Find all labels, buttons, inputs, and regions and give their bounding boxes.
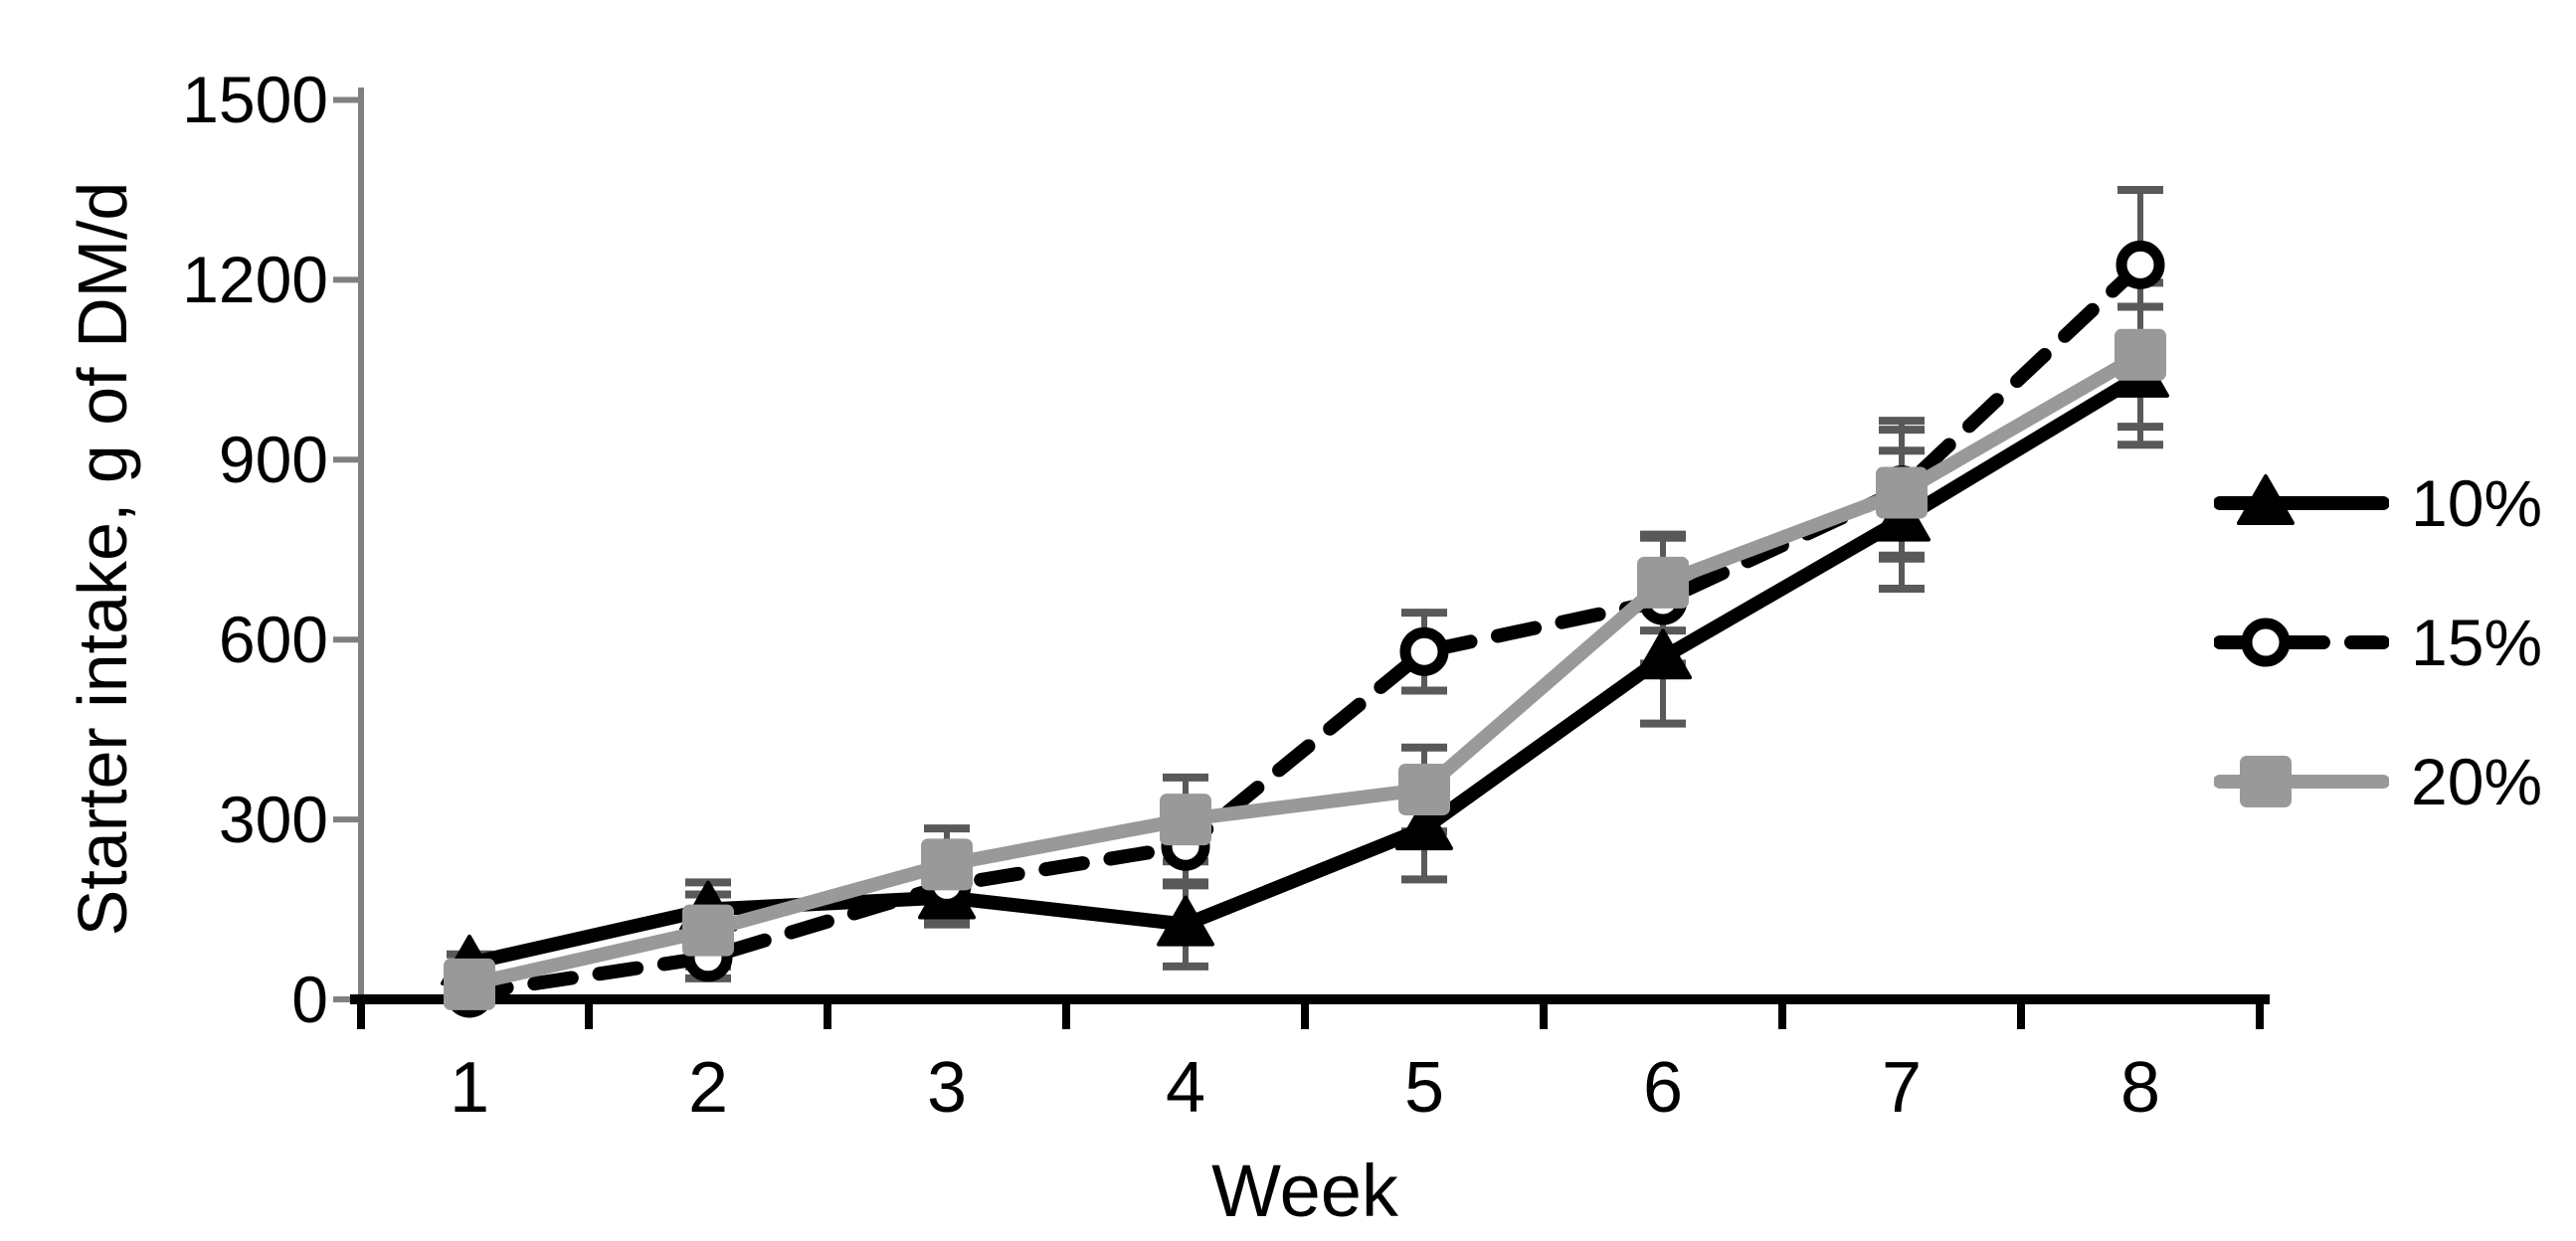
x-tick-label-5: 5 (1403, 1048, 1445, 1128)
y-tick-label-0: 0 (291, 963, 328, 1036)
legend-swatch-solid-triangle-icon (2214, 474, 2389, 525)
x-tick-label-6: 6 (1642, 1048, 1684, 1128)
legend-label-20pct: 20% (2411, 745, 2543, 818)
legend-swatch-solid-square-icon (2214, 756, 2389, 807)
y-tick-label-900: 900 (218, 423, 328, 496)
x-axis-title: Week (1211, 1150, 1398, 1232)
y-tick-label-1200: 1200 (182, 243, 328, 316)
y-axis-title: Starter intake, g of DM/d (64, 181, 141, 937)
x-tick-label-3: 3 (926, 1048, 968, 1128)
x-tick-label-2: 2 (687, 1048, 729, 1128)
legend-item-15pct: 15% (2214, 607, 2542, 678)
legend-swatch-dashed-circle-icon (2214, 618, 2389, 667)
x-tick-label-8: 8 (2119, 1048, 2161, 1128)
y-tick-label-300: 300 (218, 783, 328, 856)
legend-item-20pct: 20% (2214, 746, 2542, 817)
x-tick-label-4: 4 (1165, 1048, 1206, 1128)
x-tick-label-1: 1 (449, 1048, 490, 1128)
y-tick-label-1500: 1500 (182, 63, 328, 136)
legend-item-10pct: 10% (2214, 467, 2542, 539)
x-tick-label-7: 7 (1881, 1048, 1923, 1128)
y-tick-label-600: 600 (218, 603, 328, 676)
legend-label-15pct: 15% (2411, 606, 2543, 679)
legend-label-10pct: 10% (2411, 466, 2543, 540)
